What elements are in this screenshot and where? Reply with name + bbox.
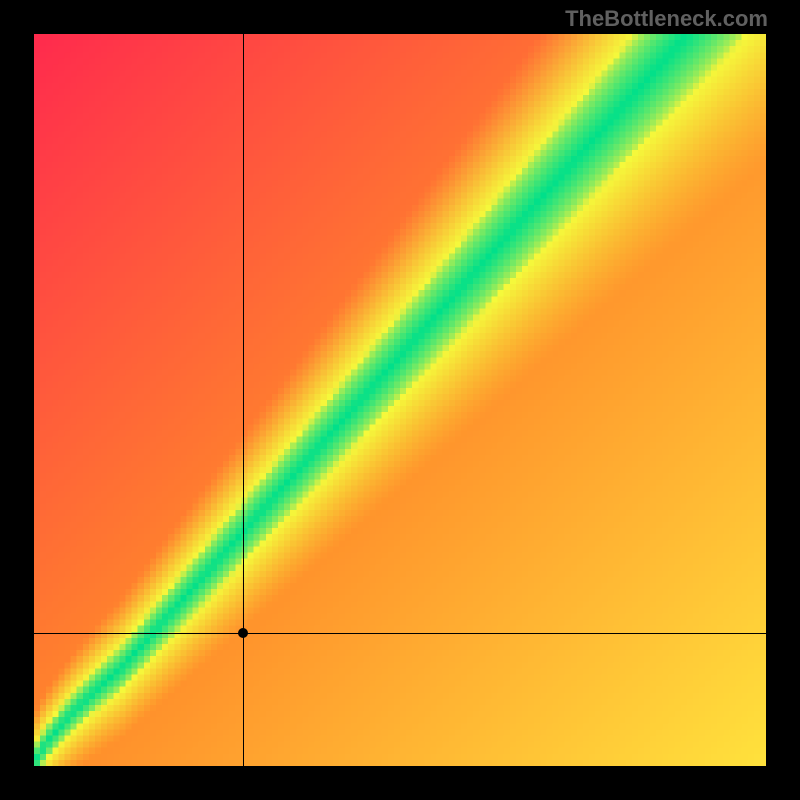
bottleneck-heatmap — [34, 34, 766, 766]
balance-marker-dot — [238, 628, 248, 638]
crosshair-vertical — [243, 34, 244, 766]
crosshair-horizontal — [34, 633, 766, 634]
watermark-text: TheBottleneck.com — [565, 6, 768, 32]
